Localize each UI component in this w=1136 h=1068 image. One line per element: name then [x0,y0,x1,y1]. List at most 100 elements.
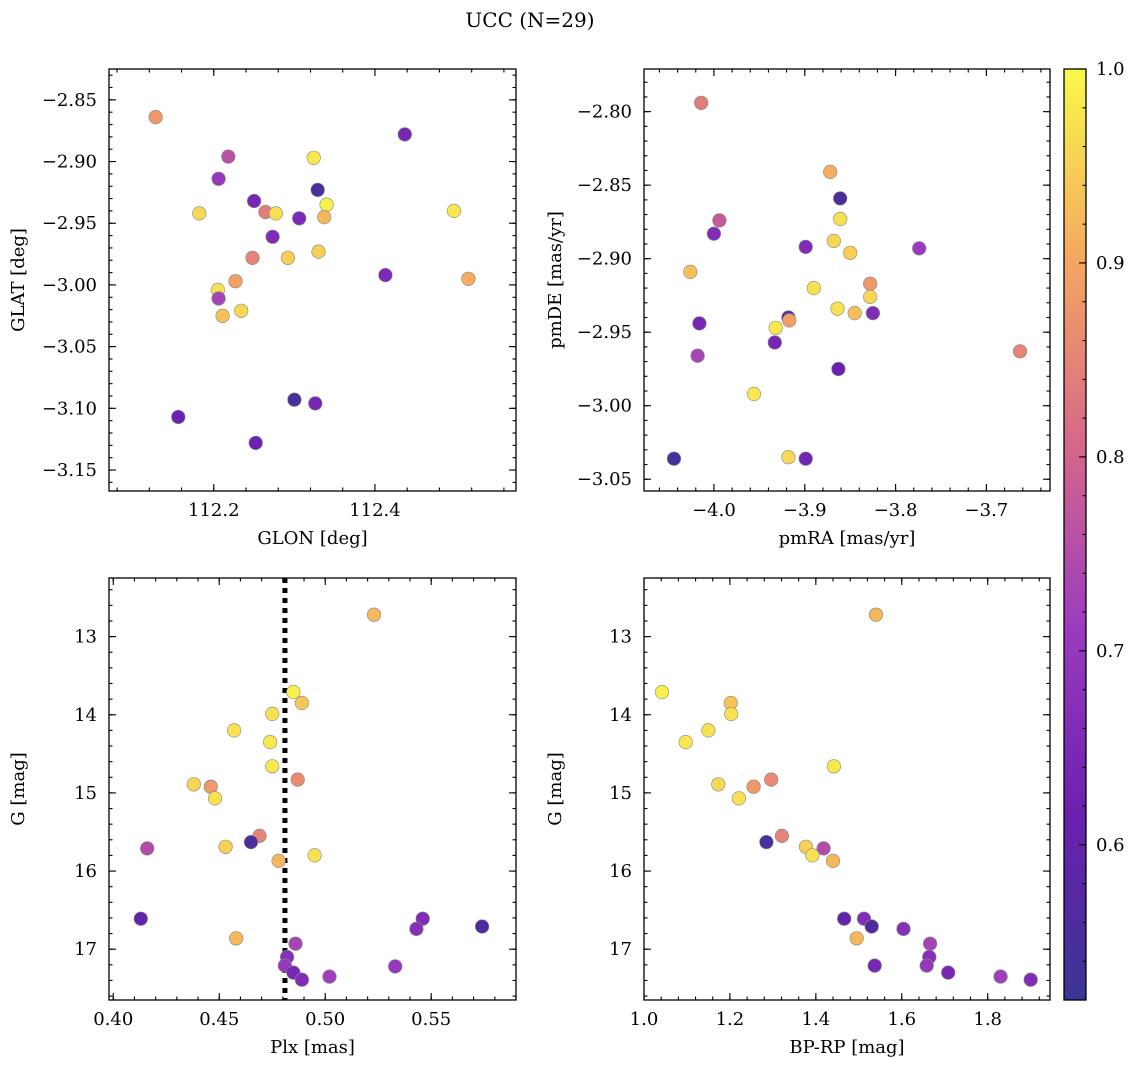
x-tick-label: −3.8 [874,500,918,521]
x-tick-label: 112.2 [188,500,240,521]
data-point [245,250,260,265]
data-point [211,291,226,306]
data-point [863,276,878,291]
colorbar-gradient [1064,69,1086,1000]
panel-plx-g: 0.40 0.45 0.50 0.55 13 14 15 16 17 Plx [mas] G [ma… [8,577,517,1058]
data-point [248,435,263,451]
data-point [307,848,322,863]
y-tick-label: 14 [609,705,632,726]
data-point [415,911,430,926]
y-tick-label: 17 [609,939,632,960]
colorbar-tick-label: 0.7 [1096,641,1125,662]
data-point [865,306,881,321]
data-point [826,233,841,249]
data-point [863,289,878,305]
data-point [247,193,262,209]
data-point [306,150,321,165]
data-point [701,723,716,738]
data-point [830,301,845,316]
data-point [712,213,727,228]
colorbar: 0.6 0.7 0.8 0.9 1.0 [1063,59,1125,1001]
data-point [912,241,927,256]
data-point [268,206,283,221]
data-point [692,316,707,331]
data-point [211,171,226,186]
y-tick-label: 16 [74,861,97,882]
data-point [234,303,249,318]
data-point [265,706,280,722]
data-point [207,791,223,806]
data-point [192,206,207,221]
data-point [461,271,476,286]
data-point [1012,344,1028,359]
data-point [265,229,280,244]
data-point [322,969,337,984]
data-point [215,308,230,323]
data-point [833,191,848,206]
panel-bprp-g: 1.0 1.2 1.4 1.6 1.8 13 14 15 16 17 BP-RP [mag] G [m… [545,577,1051,1058]
data-point [654,684,670,700]
data-point [731,791,747,806]
y-tick-label: −3.00 [42,275,97,296]
y-tick-label: 17 [74,939,97,960]
data-point [388,959,403,974]
data-point [833,211,848,227]
colorbar-tick-label: 1.0 [1096,59,1125,80]
x-tick-label: 112.4 [349,500,401,521]
data-point [286,684,301,700]
data-point [265,759,280,774]
y-tick-label: −3.15 [42,460,97,481]
data-point [798,451,813,466]
data-point [849,931,864,946]
data-point [706,226,722,241]
data-point [287,392,302,407]
plot-frame [643,68,1051,492]
x-tick-label: −3.9 [783,500,827,521]
data-point [711,777,726,792]
data-point [825,853,841,869]
data-point [690,348,705,363]
x-axis-label: Plx [mas] [270,1037,355,1058]
data-point [864,919,879,934]
plot-frame [643,577,1051,1001]
panel-glon-glat: 112.2 112.4 −3.15 −3.10 −3.05 −3.00 −2.95 −2.90… [8,68,517,549]
colorbar-tick-label: 0.6 [1096,835,1125,856]
y-tick-label: −3.10 [42,398,97,419]
y-tick-label: −3.05 [42,337,97,358]
data-point [724,706,739,722]
data-point [694,95,709,110]
data-point [798,239,813,254]
data-point [227,723,242,738]
data-point [823,164,838,179]
y-tick-label: −2.85 [577,175,632,196]
data-point [311,244,326,259]
y-tick-label: −2.95 [577,322,632,343]
data-point [843,245,858,260]
y-tick-label: −3.05 [577,469,632,490]
y-tick-label: 15 [74,783,97,804]
data-point [678,734,693,750]
x-tick-label: 1.8 [973,1009,1002,1030]
data-point [263,734,278,750]
data-point [243,834,259,850]
y-tick-label: −3.00 [577,396,632,417]
data-point [867,958,882,973]
data-point [310,182,325,197]
x-tick-label: 1.6 [887,1009,916,1030]
data-point [378,268,393,283]
x-axis-label: GLON [deg] [257,528,367,549]
panel-pmra-pmde: −4.0 −3.9 −3.8 −3.7 −3.05 −3.00 −2.95 −2.90 −2.8… [545,68,1051,549]
data-point [993,969,1008,984]
data-point [317,210,332,225]
data-point [271,853,286,869]
data-point [774,828,790,844]
data-point [746,386,762,402]
x-tick-label: 0.55 [411,1009,451,1030]
x-tick-label: 0.45 [199,1009,239,1030]
data-point [806,281,821,296]
y-tick-label: 13 [609,627,632,648]
y-axis-label: GLAT [deg] [8,228,29,332]
colorbar-tick-label: 0.8 [1096,447,1125,468]
y-axis-label: G [mag] [545,752,566,825]
